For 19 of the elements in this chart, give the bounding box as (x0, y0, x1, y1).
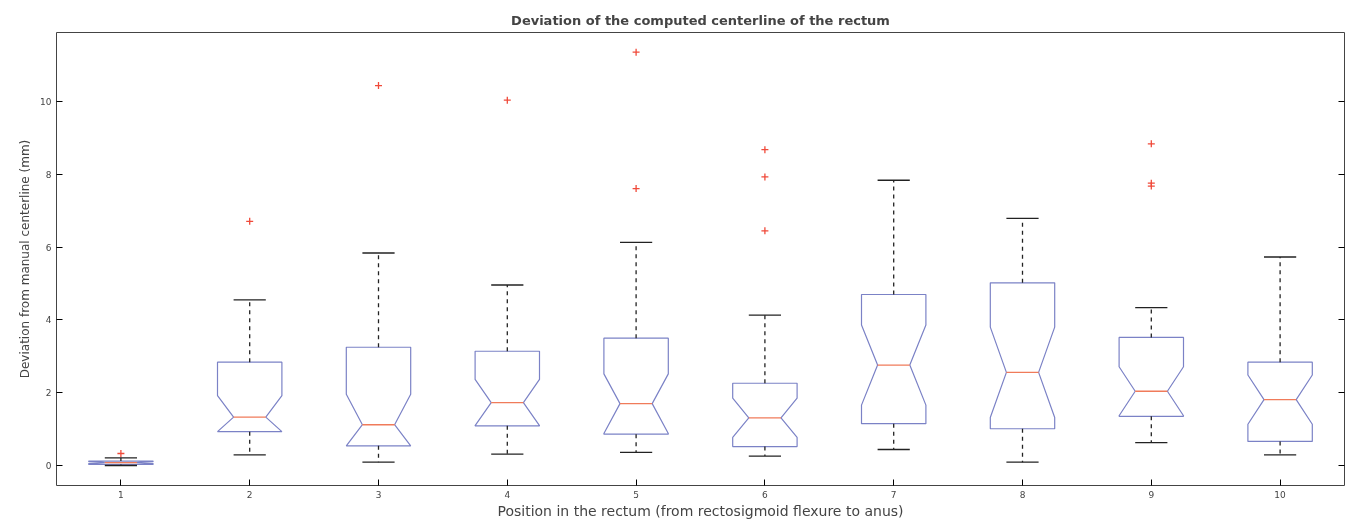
y-axis-title: Deviation from manual centerline (mm) (18, 139, 33, 379)
y-tick-label: 0 (45, 460, 52, 471)
chart-title: Deviation of the computed centerline of the rectum (511, 12, 890, 28)
x-tick-label: 10 (1274, 489, 1287, 500)
y-tick-label: 2 (45, 388, 52, 399)
y-tick-label: 10 (40, 97, 52, 108)
x-tick-label: 2 (246, 489, 253, 500)
x-tick-label: 3 (375, 489, 382, 500)
x-tick-label: 5 (633, 489, 639, 500)
y-tick-label: 4 (45, 315, 52, 326)
x-tick-label: 7 (890, 489, 897, 500)
y-tick-label: 8 (45, 169, 52, 180)
y-tick-label: 6 (45, 242, 52, 253)
x-tick-label: 9 (1148, 489, 1155, 500)
x-axis-title: Position in the rectum (from rectosigmoid flexure to anus) (497, 502, 904, 519)
x-tick-label: 6 (762, 489, 769, 500)
x-tick-label: 4 (504, 489, 511, 500)
x-tick-label: 1 (118, 489, 124, 500)
x-tick-label: 8 (1019, 489, 1026, 500)
